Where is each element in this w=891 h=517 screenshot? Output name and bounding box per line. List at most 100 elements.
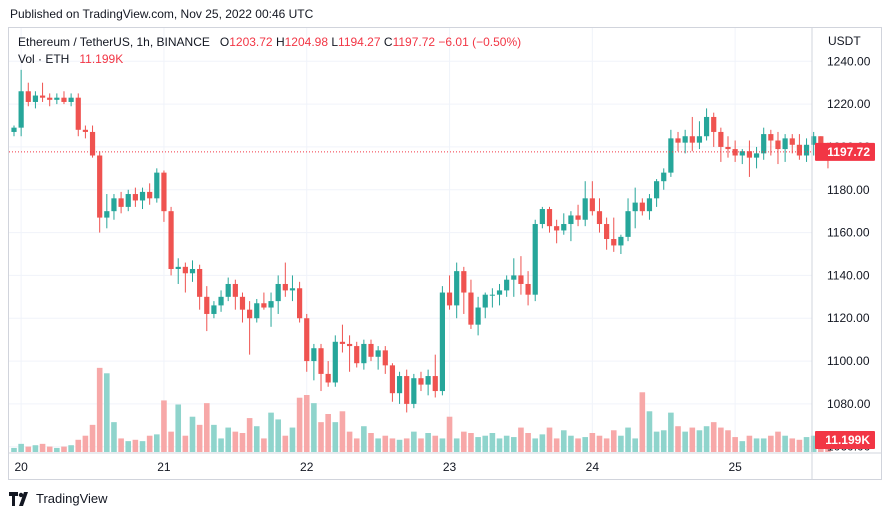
volume-bar[interactable] [289,427,296,452]
candle[interactable] [182,266,188,274]
volume-bar[interactable] [446,416,453,452]
volume-bar[interactable] [311,403,317,452]
volume-bar[interactable] [468,433,474,452]
volume-bar[interactable] [453,438,460,452]
candle[interactable] [204,296,210,314]
candle[interactable] [746,151,753,158]
volume-bar[interactable] [125,441,132,452]
candle[interactable] [346,343,353,347]
volume-bar[interactable] [82,435,89,452]
candle[interactable] [725,146,731,150]
candle[interactable] [104,211,110,218]
volume-bar[interactable] [746,435,753,452]
volume-bar[interactable] [189,416,196,452]
volume-bar[interactable] [439,438,446,452]
candle[interactable] [604,224,610,240]
volume-bar[interactable] [296,397,303,452]
time-tick-label[interactable]: 21 [157,460,171,474]
time-tick-label[interactable]: 23 [443,460,457,474]
volume-bar[interactable] [325,414,331,452]
volume-bar[interactable] [732,437,738,452]
candle[interactable] [525,283,531,295]
volume-bar[interactable] [489,433,496,452]
volume-bar[interactable] [539,434,546,452]
candle[interactable] [639,202,645,212]
volume-bar[interactable] [625,427,631,452]
volume-bar[interactable] [154,434,160,452]
candle[interactable] [518,275,524,284]
candle[interactable] [803,144,810,156]
candle[interactable] [582,198,588,220]
candle[interactable] [568,215,574,225]
candle[interactable] [532,224,538,295]
candle[interactable] [282,283,288,291]
volume-bar[interactable] [575,438,581,452]
volume-bar[interactable] [375,438,381,452]
volume-bar[interactable] [753,438,760,452]
candle[interactable] [225,283,231,297]
volume-bar[interactable] [403,438,410,452]
candle[interactable] [147,191,153,199]
candle[interactable] [696,136,703,143]
candle[interactable] [461,271,467,293]
candle[interactable] [211,305,217,314]
volume-bar[interactable] [339,411,346,452]
volume-bar[interactable] [89,424,96,452]
candle[interactable] [404,376,410,404]
volume-bar[interactable] [239,433,246,452]
tradingview-logo-icon[interactable] [9,491,31,506]
volume-bar[interactable] [660,430,667,452]
candle[interactable] [611,239,617,246]
candle[interactable] [418,378,424,385]
candle[interactable] [454,271,460,306]
volume-bar[interactable] [182,435,189,452]
candle[interactable] [368,343,374,357]
volume-bar[interactable] [118,438,124,452]
candle[interactable] [332,341,338,383]
candle[interactable] [575,215,581,220]
candle[interactable] [254,303,260,319]
volume-bar[interactable] [382,435,389,452]
volume-bar[interactable] [432,435,439,452]
volume-bar[interactable] [582,437,588,452]
candle[interactable] [125,194,131,207]
candle[interactable] [154,172,160,199]
volume-bar[interactable] [346,431,353,452]
candle[interactable] [232,283,238,297]
candle[interactable] [89,131,96,156]
candle[interactable] [775,140,781,150]
candle[interactable] [11,127,17,132]
candle[interactable] [39,95,46,98]
candle[interactable] [275,283,281,302]
candle[interactable] [618,236,624,246]
volume-bar[interactable] [203,403,210,452]
candle[interactable] [132,194,138,201]
candle[interactable] [646,198,653,212]
candle[interactable] [489,294,495,296]
volume-bar[interactable] [739,441,746,452]
volume-bar[interactable] [603,438,610,452]
time-tick-label[interactable]: 25 [728,460,742,474]
volume-bar[interactable] [668,412,674,452]
candle[interactable] [496,290,503,295]
candle[interactable] [703,116,710,137]
volume-bar[interactable] [368,433,374,452]
volume-bar[interactable] [568,435,574,452]
candle[interactable] [446,292,453,306]
candle[interactable] [47,97,53,100]
volume-bar[interactable] [718,427,724,452]
volume-bar[interactable] [796,439,803,452]
candle[interactable] [625,211,631,237]
volume-bar[interactable] [411,431,417,452]
volume-bar[interactable] [475,437,481,452]
volume-bar[interactable] [196,424,203,452]
volume-bar[interactable] [353,438,360,452]
volume-bar[interactable] [68,445,74,452]
candle[interactable] [247,309,253,319]
candle[interactable] [411,378,417,404]
candle[interactable] [596,211,603,225]
volume-bar[interactable] [361,426,367,452]
symbol-label[interactable]: Ethereum / TetherUS, 1h, BINANCE [18,35,210,49]
volume-bar[interactable] [503,435,510,452]
volume-bar[interactable] [596,435,603,452]
